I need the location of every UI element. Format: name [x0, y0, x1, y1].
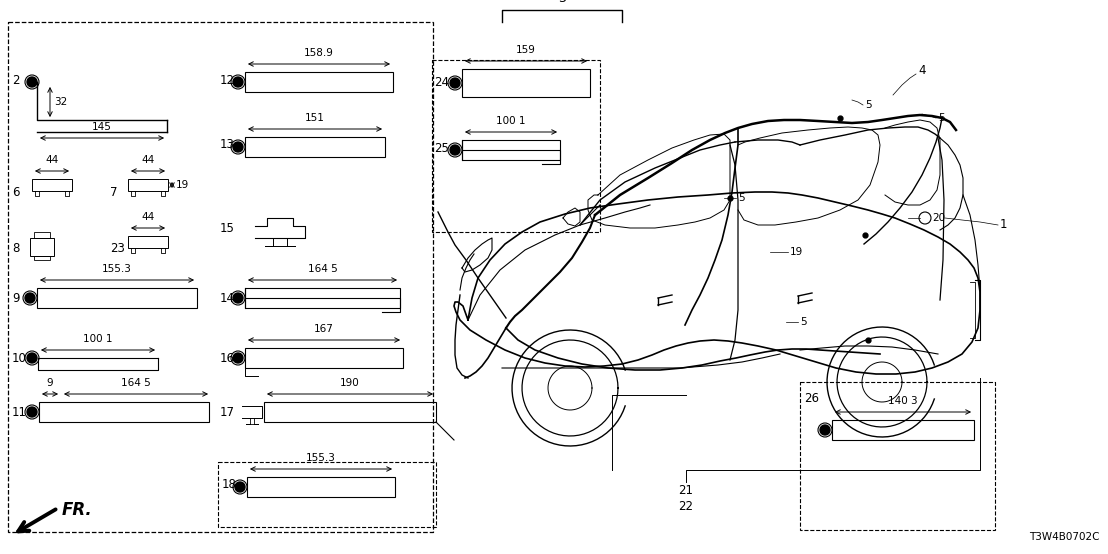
Bar	[432, 60, 601, 232]
Bar	[34, 232, 50, 238]
Bar	[245, 137, 384, 157]
Bar	[32, 179, 72, 191]
Text: 8: 8	[12, 242, 19, 254]
Text: 159: 159	[516, 45, 536, 55]
Text: 164 5: 164 5	[121, 378, 151, 388]
Text: 164 5: 164 5	[308, 264, 337, 274]
Text: 145: 145	[92, 122, 112, 132]
Text: 100 1: 100 1	[496, 116, 526, 126]
Text: 32: 32	[54, 97, 68, 107]
Text: 190: 190	[340, 378, 360, 388]
Text: 158.9: 158.9	[304, 48, 334, 58]
Bar	[30, 238, 54, 256]
Bar	[462, 69, 589, 97]
Bar	[832, 420, 974, 440]
Circle shape	[233, 353, 243, 363]
Bar	[245, 72, 393, 92]
Circle shape	[235, 482, 245, 492]
Text: 25: 25	[434, 141, 449, 155]
Text: 3: 3	[558, 0, 566, 5]
Text: 12: 12	[220, 74, 235, 86]
Text: 19: 19	[176, 180, 189, 190]
Text: 20: 20	[932, 213, 945, 223]
Bar	[129, 236, 168, 248]
Text: 140 3: 140 3	[889, 396, 917, 406]
Text: 2: 2	[12, 74, 20, 86]
Bar	[34, 256, 50, 260]
Text: 4: 4	[919, 64, 925, 76]
Text: 19: 19	[790, 247, 803, 257]
Text: 155.3: 155.3	[306, 453, 336, 463]
Text: 7: 7	[110, 186, 117, 198]
Bar	[245, 348, 403, 368]
Circle shape	[27, 353, 37, 363]
Text: 44: 44	[142, 155, 155, 165]
Bar	[39, 402, 209, 422]
Text: 23: 23	[110, 242, 125, 254]
Text: 18: 18	[222, 479, 237, 491]
Text: 44: 44	[45, 155, 59, 165]
Text: 15: 15	[220, 222, 235, 234]
Text: 167: 167	[314, 324, 334, 334]
Bar	[8, 22, 433, 532]
Text: 26: 26	[804, 392, 819, 404]
Text: 21: 21	[678, 484, 694, 496]
Circle shape	[233, 77, 243, 87]
Bar	[247, 477, 394, 497]
Bar	[264, 402, 437, 422]
Text: 22: 22	[678, 500, 694, 512]
Circle shape	[25, 293, 35, 303]
Bar	[37, 288, 197, 308]
Text: 6: 6	[12, 186, 20, 198]
Text: 14: 14	[220, 291, 235, 305]
Text: 44: 44	[142, 212, 155, 222]
Text: 10: 10	[12, 351, 27, 365]
Circle shape	[450, 145, 460, 155]
Text: 16: 16	[220, 351, 235, 365]
Text: 151: 151	[305, 113, 325, 123]
Text: 155.3: 155.3	[102, 264, 132, 274]
Text: FR.: FR.	[62, 501, 93, 519]
Circle shape	[27, 77, 37, 87]
Circle shape	[27, 407, 37, 417]
Bar	[129, 179, 168, 191]
Bar	[800, 382, 995, 530]
Bar	[218, 462, 437, 527]
Text: 17: 17	[220, 407, 235, 419]
Text: 9: 9	[12, 291, 20, 305]
Text: 24: 24	[434, 75, 449, 89]
Circle shape	[820, 425, 830, 435]
Text: 1: 1	[1001, 218, 1007, 232]
Text: 5: 5	[738, 193, 745, 203]
Text: 5: 5	[938, 113, 945, 123]
Text: 13: 13	[220, 138, 235, 151]
Text: 100 1: 100 1	[83, 334, 113, 344]
Text: 5: 5	[865, 100, 872, 110]
Bar	[462, 140, 560, 160]
Circle shape	[233, 293, 243, 303]
Circle shape	[450, 78, 460, 88]
Text: T3W4B0702C: T3W4B0702C	[1029, 532, 1100, 542]
Text: 5: 5	[800, 317, 807, 327]
Text: 11: 11	[12, 407, 27, 419]
Bar	[245, 288, 400, 308]
Circle shape	[233, 142, 243, 152]
Text: 9: 9	[47, 378, 53, 388]
